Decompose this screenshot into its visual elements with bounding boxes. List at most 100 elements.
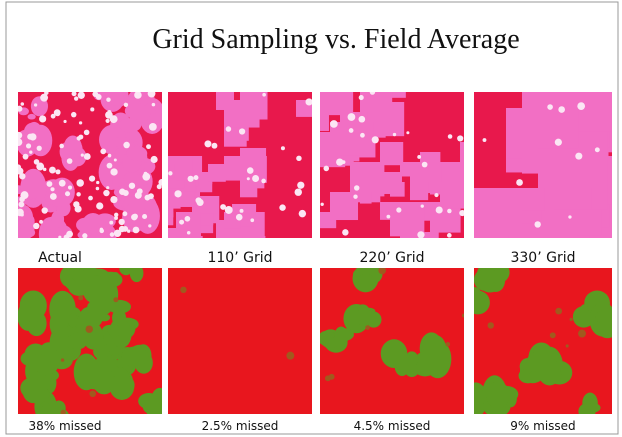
patch	[360, 192, 372, 204]
patch	[340, 102, 353, 115]
dot	[262, 92, 266, 97]
dot	[371, 136, 379, 144]
patch	[570, 92, 587, 93]
dot	[354, 185, 360, 191]
dot	[279, 204, 286, 211]
patch	[354, 309, 374, 326]
panel-label: 38% missed	[28, 419, 101, 433]
dot	[33, 103, 38, 107]
dot	[555, 307, 563, 315]
dot	[114, 216, 118, 220]
dot	[29, 150, 33, 154]
patch	[248, 212, 262, 226]
dot	[547, 104, 553, 110]
patch	[474, 188, 526, 238]
dot	[193, 175, 199, 181]
patch	[109, 374, 135, 396]
dot	[294, 188, 302, 196]
dot	[64, 191, 71, 197]
dot	[110, 168, 118, 176]
dot	[445, 341, 451, 347]
dot	[568, 215, 572, 219]
patch	[526, 352, 544, 372]
dot	[534, 221, 541, 228]
patch	[518, 368, 538, 384]
patch	[138, 392, 160, 410]
dot	[224, 206, 233, 214]
patch	[460, 142, 464, 175]
dot	[151, 102, 156, 107]
patch	[248, 228, 262, 238]
patch	[111, 272, 120, 284]
panel-label: 2.5% missed	[202, 419, 279, 433]
dot	[594, 147, 600, 153]
patch	[68, 277, 91, 297]
patch	[358, 273, 374, 287]
panel-image	[320, 92, 464, 238]
dot	[18, 131, 23, 139]
dot	[113, 229, 122, 238]
dot	[554, 138, 562, 146]
dot	[150, 155, 158, 164]
dot	[82, 233, 88, 238]
dot	[25, 143, 32, 149]
dot	[148, 193, 154, 200]
patch	[415, 356, 439, 372]
dot	[123, 102, 129, 108]
dot	[296, 155, 302, 162]
dot	[20, 191, 29, 200]
dot	[447, 208, 452, 214]
patch	[232, 236, 243, 238]
dot	[369, 92, 376, 95]
patch	[570, 188, 592, 210]
dot	[41, 207, 48, 214]
patch	[76, 217, 95, 233]
dot	[131, 213, 138, 221]
dot	[40, 93, 49, 102]
dot	[55, 169, 61, 175]
dot	[146, 144, 151, 150]
dot	[36, 145, 42, 151]
patch	[107, 299, 132, 314]
panel-label: 9% missed	[510, 419, 575, 433]
dot	[250, 218, 255, 223]
dot	[186, 230, 191, 235]
patch	[25, 306, 42, 323]
dot	[196, 198, 204, 206]
patch	[232, 100, 260, 128]
dot	[18, 201, 25, 208]
panel-image	[320, 268, 464, 414]
dot	[396, 207, 402, 213]
dot	[66, 158, 73, 164]
dot	[575, 152, 583, 160]
patch	[334, 326, 348, 347]
patch	[95, 366, 114, 390]
patch	[27, 113, 36, 120]
dot	[225, 126, 232, 132]
dot	[360, 132, 365, 138]
dot	[168, 171, 173, 176]
dot	[459, 209, 464, 217]
dot	[105, 118, 110, 124]
patch	[394, 356, 410, 377]
dot	[70, 111, 77, 118]
patch	[46, 409, 59, 414]
dot	[330, 120, 338, 128]
dot	[158, 178, 162, 186]
dot	[348, 128, 354, 133]
dot	[298, 209, 307, 218]
dot	[457, 135, 464, 142]
dot	[18, 164, 22, 170]
dot	[365, 325, 370, 330]
dot	[83, 129, 90, 136]
dot	[58, 179, 66, 187]
patch	[168, 212, 174, 226]
dot	[118, 218, 125, 226]
dot	[50, 187, 55, 192]
dot	[89, 390, 97, 398]
dot	[88, 175, 96, 182]
patch	[18, 227, 36, 238]
patch	[474, 236, 509, 238]
dot	[88, 195, 93, 201]
